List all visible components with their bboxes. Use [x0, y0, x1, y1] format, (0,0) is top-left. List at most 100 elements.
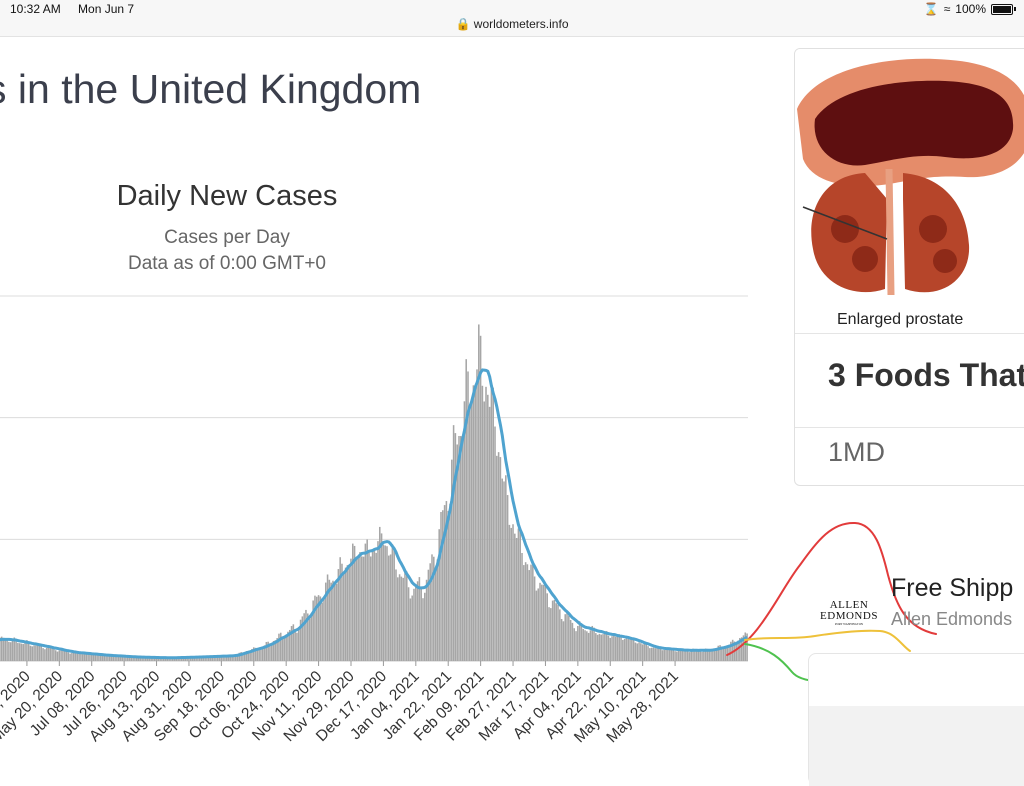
bar [735, 643, 738, 661]
bar [351, 543, 354, 661]
bar [339, 557, 341, 661]
bar [571, 622, 574, 661]
bar [560, 618, 563, 661]
bar [627, 638, 630, 661]
bar [416, 581, 419, 661]
bar [370, 556, 372, 661]
bar [508, 524, 511, 661]
address-bar[interactable]: 🔒 worldometers.info [0, 17, 1024, 31]
moving-average-layer [0, 368, 748, 660]
bar [344, 567, 347, 661]
bar [346, 565, 349, 661]
bar [170, 658, 172, 661]
bar [56, 651, 59, 661]
bar [614, 636, 617, 661]
bar [740, 637, 743, 661]
bar [44, 649, 46, 661]
bar [524, 562, 527, 661]
bar [634, 642, 637, 661]
battery-nub [1014, 7, 1016, 11]
bar [654, 648, 657, 661]
bar [409, 598, 412, 661]
bar [391, 544, 394, 661]
bar [141, 656, 143, 661]
bar [514, 533, 516, 661]
ad-card-allen-edmonds[interactable]: ALLEN EDMONDS PORT WASHINGTON Free Shipp… [808, 560, 1024, 640]
ad2-brand[interactable]: Allen Edmonds [891, 609, 1013, 629]
bar [568, 615, 570, 661]
bar [296, 632, 298, 661]
bar [13, 637, 16, 661]
bar [478, 324, 480, 661]
bar [562, 621, 565, 661]
bar [587, 632, 590, 661]
allen-edmonds-logo: ALLEN EDMONDS PORT WASHINGTON [816, 600, 882, 627]
bar [342, 571, 345, 661]
bar [359, 552, 361, 661]
ad-card-prostate[interactable]: Enlarged prostate 3 Foods That 1MD [794, 48, 1024, 486]
bar [398, 574, 401, 661]
bar [231, 655, 233, 661]
bar [674, 651, 676, 661]
bar [240, 652, 242, 661]
bar [704, 648, 707, 661]
bar [260, 647, 262, 661]
bar [285, 634, 287, 661]
ad2-title[interactable]: Free Shipp [891, 574, 1014, 602]
bar [278, 633, 280, 661]
bar [225, 655, 228, 661]
bar [429, 563, 431, 661]
bar [388, 555, 390, 661]
bar [611, 636, 613, 661]
ad-headline[interactable]: 3 Foods That [828, 357, 1024, 393]
status-left: 10:32 AM Mon Jun 7 [10, 2, 148, 16]
bar [308, 618, 311, 661]
bar [15, 640, 17, 661]
bar [501, 478, 503, 661]
bar [135, 657, 138, 661]
bar [470, 400, 473, 661]
bar [625, 637, 628, 661]
bar [521, 553, 523, 661]
bar [389, 554, 392, 661]
ad-card-placeholder[interactable] [808, 653, 1024, 786]
bar [35, 645, 37, 661]
bar [377, 541, 379, 661]
bar [195, 657, 197, 661]
url-text: worldometers.info [473, 17, 569, 31]
bar [530, 564, 532, 661]
bar [649, 648, 651, 661]
bar [108, 656, 111, 661]
bar [548, 607, 550, 661]
bar [595, 633, 597, 661]
bar [407, 587, 410, 661]
bar [719, 645, 721, 661]
bar [384, 545, 386, 661]
bar [249, 650, 251, 661]
bar [393, 550, 395, 661]
bar [569, 620, 572, 661]
bar [218, 656, 221, 661]
bar [103, 655, 106, 661]
bar [276, 638, 278, 661]
bar [479, 335, 482, 661]
bar [333, 584, 336, 661]
ad-image[interactable]: Enlarged prostate [795, 49, 1024, 333]
ad-source[interactable]: 1MD [828, 437, 886, 467]
bar [710, 650, 712, 661]
bar [119, 656, 122, 661]
bar [631, 638, 633, 661]
bar [186, 656, 188, 661]
bar [577, 625, 579, 661]
bar [47, 647, 50, 661]
bar [535, 590, 538, 661]
bar [517, 528, 520, 661]
bar [96, 655, 98, 661]
bar [690, 650, 693, 661]
bar [445, 501, 448, 661]
bar [123, 656, 125, 661]
bar [197, 657, 199, 661]
bar [65, 650, 68, 661]
bar [204, 656, 206, 661]
bar [487, 394, 489, 661]
